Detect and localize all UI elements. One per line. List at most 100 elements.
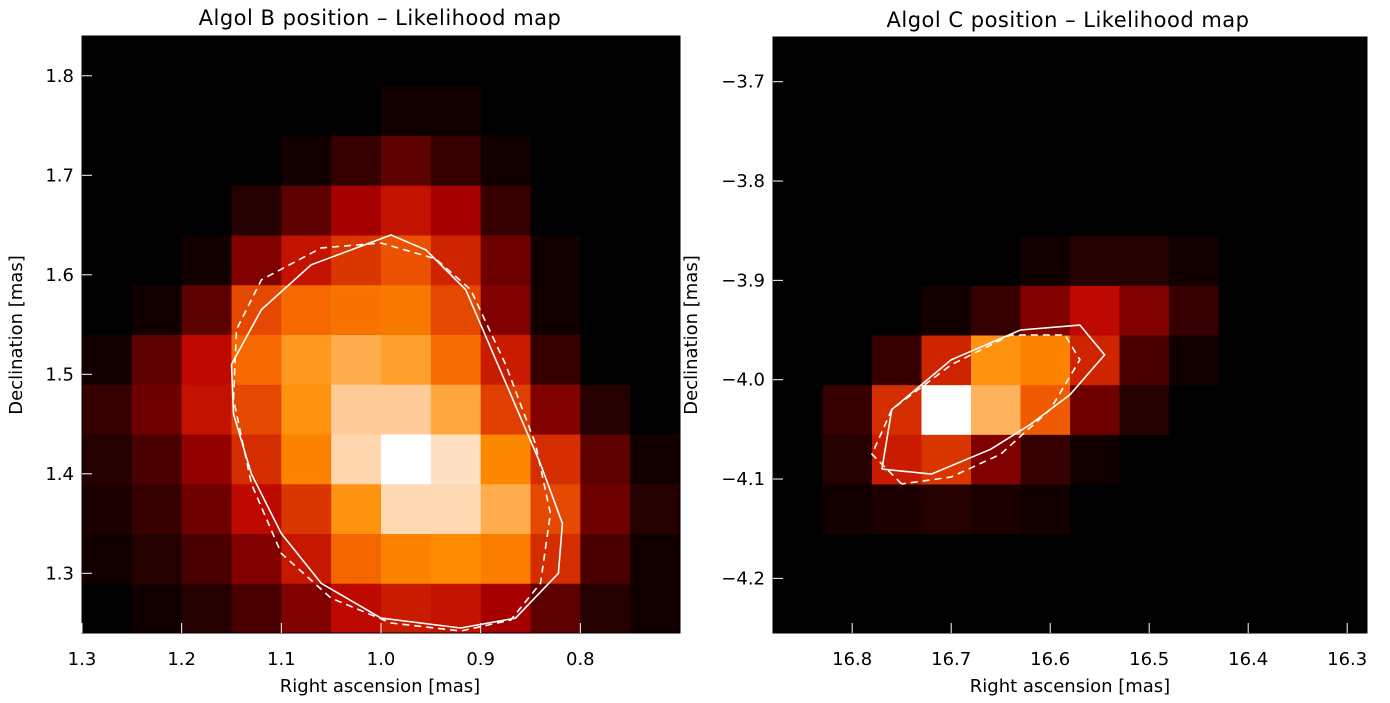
heatmap-cell <box>822 434 873 485</box>
heatmap-cell <box>921 285 972 336</box>
heatmap-cell <box>872 484 922 535</box>
y-tick-label: 1.3 <box>45 563 74 584</box>
heatmap-cell <box>580 483 631 534</box>
heatmap-cell <box>1317 434 1367 485</box>
heatmap-cell <box>1218 384 1269 435</box>
x-tick-label: 1.1 <box>267 649 296 670</box>
heatmap-cell <box>1317 285 1367 336</box>
heatmap-cell <box>1218 533 1269 584</box>
x-tick-label: 16.7 <box>931 649 971 670</box>
heatmap-cell <box>281 135 332 186</box>
heatmap-cell <box>580 85 631 136</box>
heatmap-cell <box>1218 186 1269 237</box>
heatmap-cell <box>1268 533 1318 584</box>
heatmap-cell <box>1070 384 1120 435</box>
heatmap-cell <box>181 85 232 136</box>
heatmap-cell <box>630 533 680 584</box>
heatmap-cell <box>822 186 873 237</box>
heatmap-cell <box>181 384 232 435</box>
heatmap-cell <box>1020 434 1071 485</box>
heatmap-cell <box>480 135 531 186</box>
heatmap-cell <box>971 484 1021 535</box>
heatmap-cell <box>921 384 972 435</box>
heatmap-cell <box>1020 533 1071 584</box>
plot-frame <box>772 36 1368 634</box>
heatmap-cell <box>131 434 183 485</box>
heatmap-cell <box>1119 86 1170 137</box>
heatmap-cell <box>381 85 432 136</box>
heatmap-cell <box>480 583 531 633</box>
heatmap-cell <box>231 434 282 485</box>
heatmap-cell <box>530 135 581 186</box>
heatmap-cell <box>430 85 482 136</box>
heatmap-cell <box>480 235 531 286</box>
heatmap-cell <box>1317 384 1367 435</box>
heatmap-cell <box>430 483 482 534</box>
y-tick-label: 1.7 <box>45 165 74 186</box>
heatmap-cell <box>872 285 922 336</box>
heatmap-cell <box>530 185 581 236</box>
heatmap-cell <box>231 185 282 236</box>
heatmap-cell <box>921 484 972 535</box>
heatmap-cell <box>1119 235 1170 286</box>
heatmap-cell <box>580 434 631 485</box>
heatmap-cell <box>1169 434 1219 485</box>
heatmap-cell <box>630 384 680 435</box>
heatmap-cell <box>822 484 873 535</box>
heatmap-cell <box>82 334 133 385</box>
heatmap-cell <box>1268 335 1318 386</box>
heatmap-cell <box>281 85 332 136</box>
heatmap-cell <box>1317 186 1367 237</box>
x-axis-label: Right ascension [mas] <box>970 676 1170 697</box>
heatmap-cell <box>1218 434 1269 485</box>
heatmap-cell <box>1020 335 1071 386</box>
heatmap-cell <box>921 86 972 137</box>
heatmap-cell <box>430 185 482 236</box>
heatmap-cell <box>1169 335 1219 386</box>
heatmap-cell <box>530 483 581 534</box>
heatmap-cell <box>1119 434 1170 485</box>
heatmap-cell <box>381 334 432 385</box>
heatmap-cell <box>1218 37 1269 88</box>
heatmap-cell <box>630 483 680 534</box>
heatmap-cell <box>773 583 823 633</box>
heatmap-cell <box>131 185 183 236</box>
heatmap-cell <box>381 384 432 435</box>
heatmap-cell <box>181 483 232 534</box>
heatmap-cell <box>630 36 680 87</box>
heatmap-cell <box>1070 86 1120 137</box>
y-tick-label: −4.1 <box>721 469 765 490</box>
heatmap-cell <box>530 384 581 435</box>
heatmap-cell <box>971 235 1021 286</box>
y-tick-label: −3.8 <box>721 171 765 192</box>
y-axis-label: Declination [mas] <box>6 255 27 414</box>
heatmap-cell <box>630 334 680 385</box>
heatmap-cell <box>872 384 922 435</box>
heatmap-cell <box>381 284 432 335</box>
heatmap-cell <box>1020 186 1071 237</box>
heatmap-cell <box>231 85 282 136</box>
heatmap-cell <box>131 483 183 534</box>
heatmap-cell <box>1268 285 1318 336</box>
panel-algol-c: Algol C position – Likelihood map 16.8 16… <box>681 8 1368 697</box>
heatmap-cell <box>281 434 332 485</box>
heatmap-cell <box>580 384 631 435</box>
heatmap-cell <box>630 135 680 186</box>
contour-solid <box>881 324 1106 475</box>
heatmap-cell <box>430 434 482 485</box>
x-tick-label: 16.5 <box>1129 649 1169 670</box>
heatmap-cell <box>1020 37 1071 88</box>
heatmap-cell <box>822 37 873 88</box>
heatmap-cell <box>1169 235 1219 286</box>
heatmap-cell <box>530 36 581 87</box>
heatmap-cell <box>181 533 232 584</box>
x-tick-label: 0.8 <box>566 649 595 670</box>
heatmap-cell <box>1218 136 1269 187</box>
heatmap-cell <box>1070 235 1120 286</box>
heatmap-cell <box>231 533 282 584</box>
x-tick-label: 1.2 <box>167 649 196 670</box>
heatmap-cell <box>872 434 922 485</box>
heatmap-cell <box>1020 235 1071 286</box>
heatmap-cell <box>331 434 382 485</box>
heatmap-cell <box>231 384 282 435</box>
